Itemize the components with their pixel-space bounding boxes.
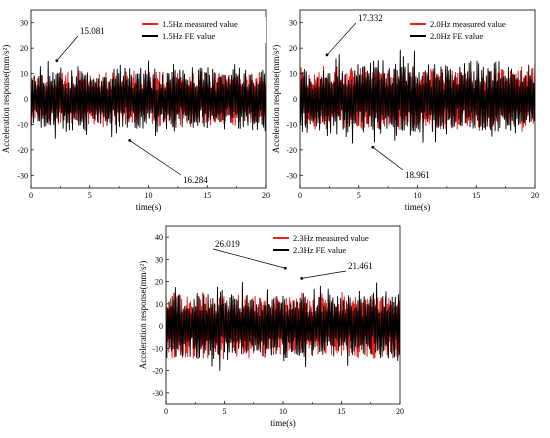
x-tick-label: 0 <box>29 191 33 200</box>
x-tick-label: 0 <box>164 407 168 416</box>
legend-label-measured: 2.3Hz measured value <box>293 233 369 243</box>
x-tick-label: 10 <box>145 191 153 200</box>
x-tick-label: 15 <box>203 191 211 200</box>
y-axis-title: Acceleration response(mm/s²) <box>138 261 148 369</box>
series-line-fe <box>166 281 400 371</box>
x-tick-label: 20 <box>262 191 270 200</box>
chart-panel-1: 0 5 10 15 20 -30 -20 -10 0 10 20 30 time(s) Accelerat… <box>1 9 270 212</box>
y-tick-label: 10 <box>155 300 163 309</box>
y-axis-title: Acceleration response(mm/s²) <box>271 45 281 153</box>
annotation-arrowhead <box>325 53 329 57</box>
annotation-arrowhead <box>371 145 375 149</box>
annotation-leader <box>372 146 404 171</box>
peak-annotation: 18.961 <box>371 145 430 180</box>
legend-label-fe: 1.5Hz FE value <box>162 31 215 41</box>
annotation-label: 16.284 <box>183 175 208 185</box>
x-tick-label: 15 <box>338 407 346 416</box>
chart-panel-2: 0 5 10 15 20 -30 -20 -10 0 10 20 30 time(s) Accelerat… <box>271 9 539 212</box>
y-axis-title: Acceleration response(mm/s²) <box>1 45 11 153</box>
y-tick-label: -20 <box>152 367 163 376</box>
x-tick-label: 15 <box>472 191 480 200</box>
y-tick-label: 0 <box>159 322 163 331</box>
y-tick-label: 20 <box>20 44 28 53</box>
y-tick-label: 0 <box>293 95 297 104</box>
annotation-arrowhead <box>55 59 59 63</box>
x-axis-title: time(s) <box>270 418 296 428</box>
y-tick-label: -20 <box>17 146 28 155</box>
annotation-leader <box>301 270 347 279</box>
annotation-leader <box>129 140 182 176</box>
y-tick-label: 40 <box>155 233 163 242</box>
y-tick-label: -30 <box>152 389 163 398</box>
annotation-arrowhead <box>128 139 132 142</box>
x-axis-title: time(s) <box>405 202 431 212</box>
peak-annotation: 26.019 <box>212 239 287 270</box>
y-tick-label: 20 <box>155 278 163 287</box>
annotation-leader <box>326 22 357 56</box>
y-tick-label: -10 <box>286 120 297 129</box>
legend-background <box>269 231 397 257</box>
y-tick-label: -10 <box>17 120 28 129</box>
y-tick-label: -20 <box>286 146 297 155</box>
legend: 1.5Hz measured value 1.5Hz FE value <box>138 17 266 43</box>
legend-label-fe: 2.0Hz FE value <box>430 31 483 41</box>
annotation-label: 18.961 <box>405 170 430 180</box>
legend-label-fe: 2.3Hz FE value <box>293 245 346 255</box>
legend-background <box>138 17 266 43</box>
annotation-label: 15.081 <box>80 26 105 36</box>
x-tick-label: 5 <box>223 407 227 416</box>
y-tick-label: 30 <box>155 255 163 264</box>
x-tick-label: 10 <box>279 407 287 416</box>
annotation-leader <box>56 35 79 61</box>
y-tick-label: 0 <box>24 95 28 104</box>
peak-annotation: 17.332 <box>325 13 383 57</box>
y-tick-label: 30 <box>20 19 28 28</box>
annotation-leader <box>212 248 286 269</box>
y-tick-label: -30 <box>286 171 297 180</box>
y-tick-label: -10 <box>152 344 163 353</box>
legend-background <box>406 17 534 43</box>
x-axis-title: time(s) <box>136 202 162 212</box>
peak-annotation: 15.081 <box>55 26 105 63</box>
x-tick-label: 10 <box>414 191 422 200</box>
peak-annotation: 21.461 <box>300 261 373 280</box>
annotation-label: 17.332 <box>358 13 383 23</box>
annotation-label: 21.461 <box>348 261 373 271</box>
chart-panel-3: 0 5 10 15 20 -30 -20 -10 0 10 20 30 40 time(s) Acceler… <box>138 225 404 428</box>
legend-label-measured: 1.5Hz measured value <box>162 19 238 29</box>
peak-annotation: 16.284 <box>128 139 208 185</box>
legend: 2.0Hz measured value 2.0Hz FE value <box>406 17 534 43</box>
x-tick-label: 20 <box>531 191 539 200</box>
x-tick-label: 5 <box>88 191 92 200</box>
series-line-fe <box>31 60 266 139</box>
annotation-arrowhead <box>300 276 304 280</box>
y-tick-label: 10 <box>289 70 297 79</box>
x-tick-label: 0 <box>298 191 302 200</box>
series-line-fe <box>300 49 535 144</box>
annotation-arrowhead <box>283 266 287 270</box>
legend: 2.3Hz measured value 2.3Hz FE value <box>269 231 397 257</box>
x-tick-label: 20 <box>396 407 404 416</box>
legend-label-measured: 2.0Hz measured value <box>430 19 506 29</box>
annotation-label: 26.019 <box>215 239 240 249</box>
x-tick-label: 5 <box>357 191 361 200</box>
y-tick-label: -30 <box>17 171 28 180</box>
y-tick-label: 30 <box>289 19 297 28</box>
y-tick-label: 10 <box>20 70 28 79</box>
y-tick-label: 20 <box>289 44 297 53</box>
